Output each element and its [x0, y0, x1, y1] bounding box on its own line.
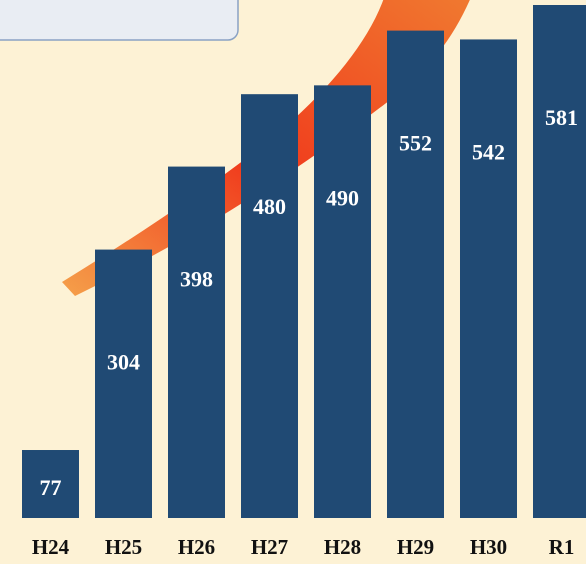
x-tick-label: H26	[178, 535, 215, 559]
x-tick-label: H29	[397, 535, 434, 559]
x-tick-label: H25	[105, 535, 142, 559]
value-label: 552	[399, 131, 432, 156]
bar	[95, 250, 152, 518]
bar	[168, 167, 225, 518]
value-label: 480	[253, 194, 286, 219]
value-label: 542	[472, 139, 505, 164]
x-tick-label: H28	[324, 535, 361, 559]
x-tick-label: H27	[251, 535, 288, 559]
value-label: 398	[180, 267, 213, 292]
x-tick-label: H30	[470, 535, 507, 559]
value-label: 304	[107, 350, 140, 375]
page: 77 H24 304 H25 398 H26 480 H27 490 H28 552 H29 542 H3…	[0, 0, 586, 564]
value-label: 77	[40, 475, 62, 500]
bar	[241, 94, 298, 518]
chart: 77 H24 304 H25 398 H26 480 H27 490 H28 552 H29 542 H3…	[0, 0, 586, 564]
info-box	[0, 0, 238, 40]
x-tick-label: R1	[549, 535, 575, 559]
bar	[460, 39, 517, 518]
bar	[387, 31, 444, 518]
value-label: 490	[326, 185, 359, 210]
bar	[533, 5, 586, 518]
bar	[314, 85, 371, 518]
x-tick-label: H24	[32, 535, 70, 559]
value-label: 581	[545, 105, 578, 130]
